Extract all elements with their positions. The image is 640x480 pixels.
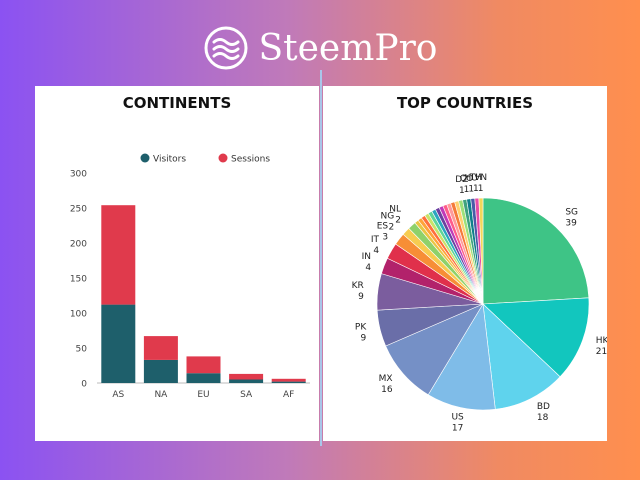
pie-label-vn: VN (474, 173, 487, 183)
y-tick-label: 100 (70, 310, 87, 320)
x-tick-label: NA (154, 390, 168, 400)
bar-visitors-as (101, 304, 136, 383)
continents-title: CONTINENTS (122, 94, 232, 112)
y-tick-label: 250 (70, 205, 87, 215)
pie-value-vn: 1 (478, 184, 484, 194)
y-tick-label: 300 (70, 170, 87, 180)
x-tick-label: SA (240, 390, 253, 400)
brand-name: SteemPro (258, 27, 438, 69)
legend-marker-visitors (140, 153, 150, 163)
pie-value-us: 17 (452, 423, 463, 433)
pie-value-co: 1 (464, 185, 470, 195)
countries-panel: TOP COUNTRIES SG 39 HK 21 BD 18 US 17 MX 16 PK 9 KR 9… (323, 86, 610, 441)
waves-icon (204, 26, 247, 70)
bar-visitors-eu (186, 373, 221, 383)
x-tick-label: AS (112, 390, 124, 400)
legend-label-visitors: Visitors (153, 155, 186, 165)
pie-label-ng: NG (381, 211, 395, 221)
continents-bar-chart: Visitors Sessions 0 50 100 150 200 250 300 AS NA EU… (70, 153, 310, 400)
pie-slice-hk (482, 297, 590, 378)
pie-value-hk: 21 (596, 347, 607, 357)
pie-value-hu: 1 (468, 185, 474, 195)
pie-value-nl: 2 (395, 216, 401, 226)
panel-divider (320, 70, 322, 446)
pie-label-us: US (451, 412, 464, 422)
y-tick-label: 200 (70, 240, 87, 250)
y-tick-label: 150 (70, 275, 87, 285)
pie-value-kr: 9 (358, 292, 364, 302)
pie-value-mx: 16 (381, 385, 393, 395)
pie-slice-sg (482, 197, 590, 305)
x-tick-label: EU (197, 390, 209, 400)
pie-value-sg: 39 (565, 219, 577, 229)
bar-sessions-eu (186, 356, 221, 374)
pie-label-th: TH (469, 173, 482, 183)
pie-value-pk: 9 (361, 334, 367, 344)
pie-slice-us (427, 303, 496, 411)
pie-label-co: CO (460, 174, 473, 184)
countries-title: TOP COUNTRIES (396, 94, 534, 112)
bar-visitors-af (271, 381, 306, 383)
bar-sessions-na (143, 336, 178, 360)
countries-pie-chart: SG39HK21BD18US17MX16PK9KR9IN4IT4ES3NG2NL… (352, 173, 610, 433)
pie-slice-bd (482, 303, 561, 410)
bar-visitors-sa (229, 379, 264, 383)
bar-visitors-na (143, 359, 178, 383)
pie-label-es: ES (377, 221, 389, 231)
pie-label-bd: BD (537, 402, 550, 412)
pie-label-hk: HK (596, 336, 607, 346)
pie-value-bd: 18 (537, 413, 549, 423)
y-tick-label: 0 (81, 380, 87, 390)
legend-label-sessions: Sessions (231, 155, 270, 165)
pie-label-it: IT (371, 235, 380, 245)
bar-sessions-as (101, 205, 136, 305)
pie-label-kr: KR (352, 281, 364, 291)
continents-panel: CONTINENTS Visitors Sessions 0 50 100 150 200 2… (35, 86, 319, 441)
x-tick-label: AF (283, 390, 294, 400)
pie-label-dz: DZ (455, 175, 468, 185)
legend-marker-sessions (218, 153, 228, 163)
pie-value-es: 3 (382, 232, 388, 242)
brand-header: SteemPro (0, 22, 640, 74)
bar-sessions-sa (229, 373, 264, 380)
pie-label-hu: HU (465, 174, 478, 184)
pie-slice-vn (478, 197, 484, 305)
pie-label-sg: SG (565, 208, 578, 218)
pie-value-ng: 2 (389, 222, 395, 232)
pie-label-in: IN (362, 252, 371, 262)
pie-label-pk: PK (355, 323, 367, 333)
pie-value-it: 4 (373, 246, 379, 256)
pie-label-nl: NL (389, 205, 401, 215)
pie-value-dz: 1 (459, 186, 465, 196)
y-tick-label: 50 (76, 345, 88, 355)
bar-sessions-af (271, 378, 306, 382)
pie-value-in: 4 (365, 263, 371, 273)
pie-label-mx: MX (379, 374, 393, 384)
pie-value-th: 1 (473, 184, 479, 194)
